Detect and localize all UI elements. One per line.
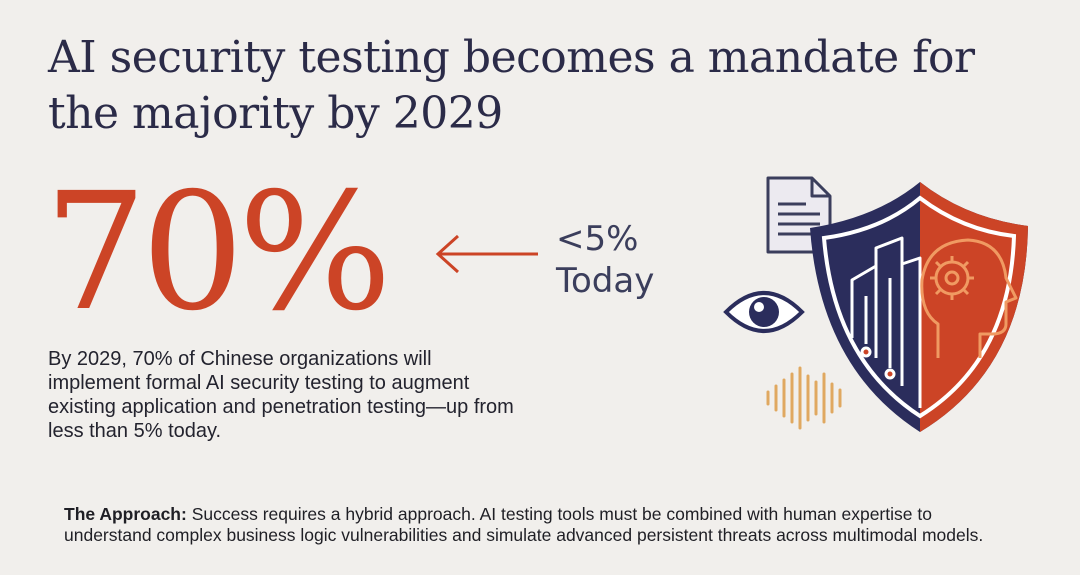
approach-note: The Approach: Success requires a hybrid …	[64, 504, 1024, 546]
security-illustration	[723, 176, 1028, 432]
main-stat-value: 70%	[44, 159, 392, 347]
gear-head-icon	[920, 238, 1018, 358]
comparison-value: <5%	[556, 219, 639, 259]
description-text: By 2029, 70% of Chinese organizations wi…	[48, 348, 514, 442]
comparison-label: Today	[556, 261, 655, 301]
eye-icon	[723, 291, 805, 333]
city-buildings-icon	[850, 236, 922, 408]
approach-label: The Approach:	[64, 504, 187, 524]
arrow-left-icon	[435, 234, 538, 274]
page-title: AI security testing becomes a mandate fo…	[48, 30, 988, 142]
sound-wave-icon	[766, 366, 842, 430]
title-line-1: AI security testing becomes a mandate fo…	[48, 32, 975, 83]
comparison-stat: <5% Today	[556, 218, 654, 302]
title-line-2: the majority by 2029	[48, 88, 503, 139]
approach-text: Success requires a hybrid approach. AI t…	[64, 504, 984, 545]
